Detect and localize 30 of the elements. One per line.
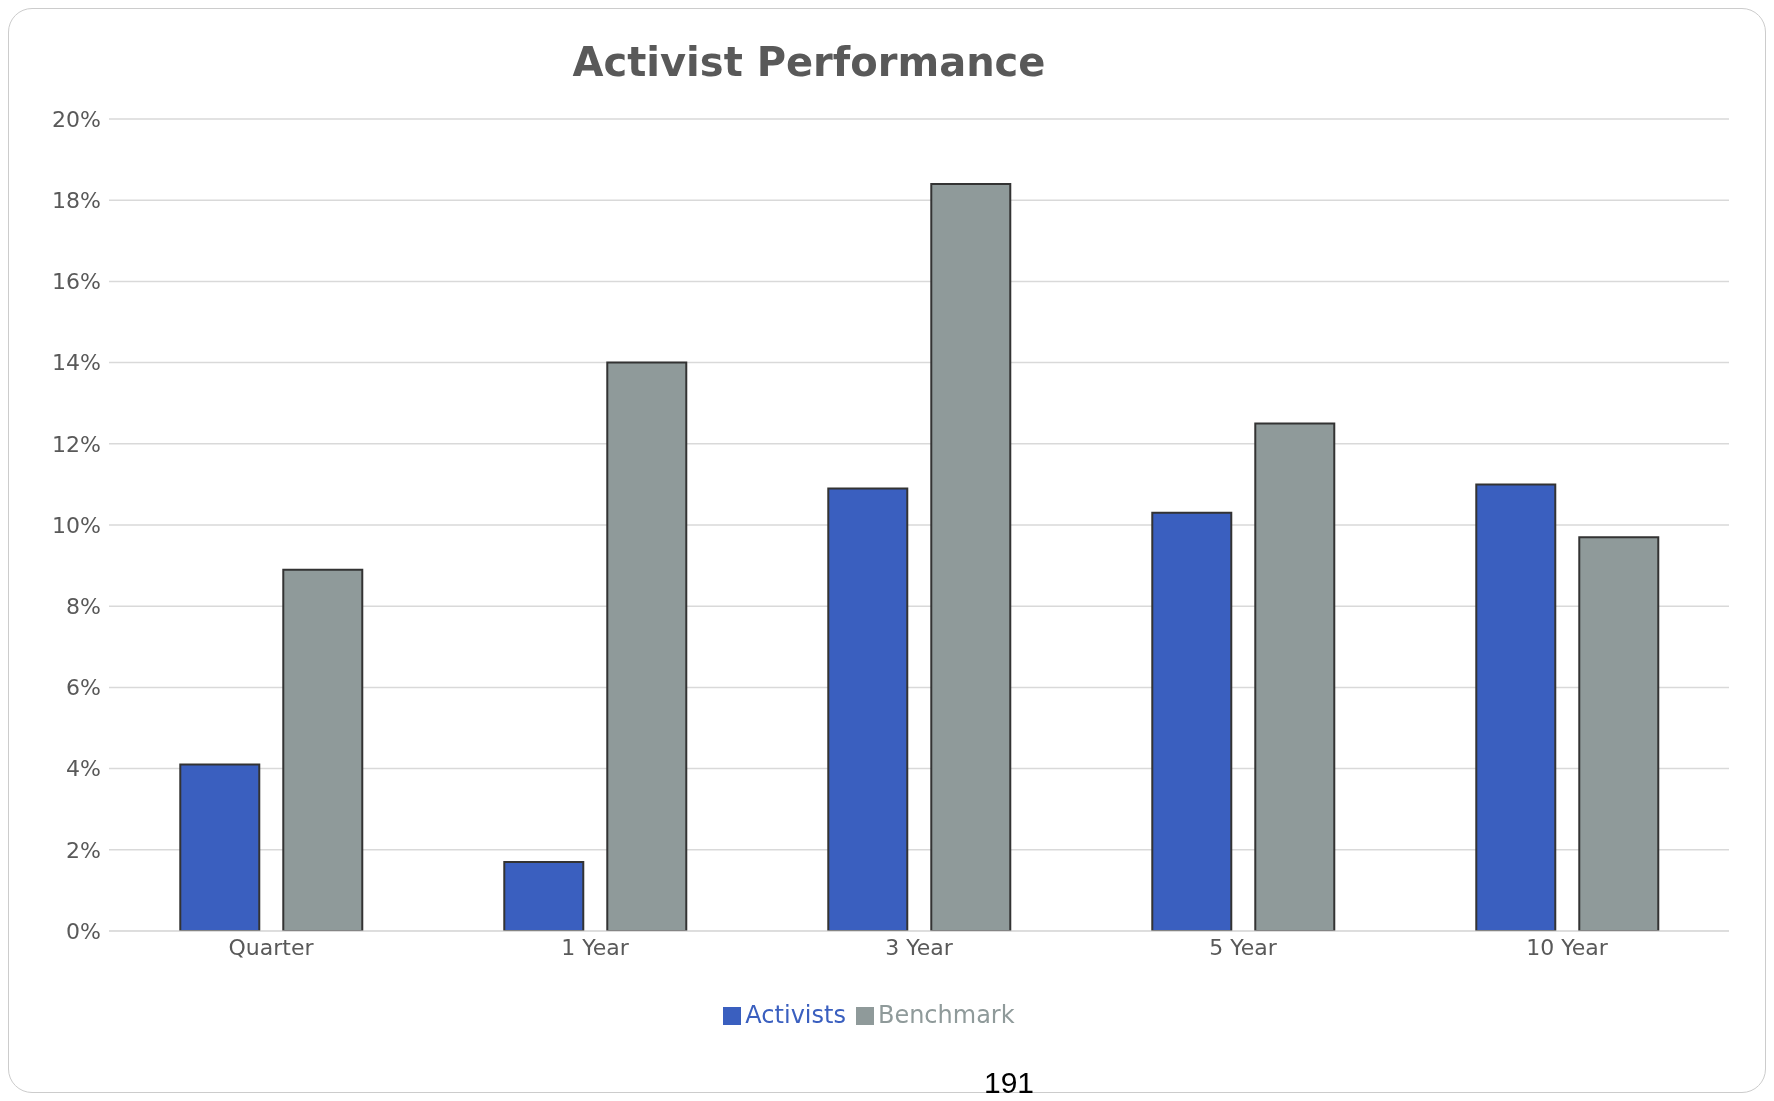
y-tick-label: 0%: [66, 918, 101, 944]
y-tick-label: 14%: [52, 350, 101, 376]
y-tick-label: 8%: [66, 594, 101, 620]
bar: [282, 568, 364, 931]
y-tick-label: 6%: [66, 675, 101, 701]
y-tick-label: 4%: [66, 756, 101, 782]
y-tick-label: 16%: [52, 269, 101, 295]
bar: [827, 487, 909, 931]
bar: [503, 860, 585, 931]
y-tick-label: 12%: [52, 431, 101, 457]
legend-label: Activists: [745, 1001, 846, 1029]
bar: [1151, 511, 1233, 931]
x-tick-label: Quarter: [228, 934, 315, 960]
chart-title: Activist Performance: [571, 39, 1047, 85]
x-tick-label: 1 Year: [561, 934, 630, 960]
text: 191: [982, 1066, 1036, 1100]
bar: [606, 361, 688, 931]
bar: [179, 763, 261, 931]
bar: [1578, 536, 1660, 931]
bar: [1475, 483, 1557, 931]
bar: [930, 182, 1012, 931]
y-tick-label: 2%: [66, 837, 101, 863]
bar: [1254, 422, 1336, 931]
x-tick-label: 5 Year: [1209, 934, 1278, 960]
x-tick-label: 10 Year: [1526, 934, 1609, 960]
y-tick-label: 10%: [52, 512, 101, 538]
y-tick-label: 18%: [52, 188, 101, 214]
x-tick-label: 3 Year: [885, 934, 954, 960]
y-tick-label: 20%: [52, 106, 101, 132]
legend-label: Benchmark: [877, 1001, 1015, 1029]
